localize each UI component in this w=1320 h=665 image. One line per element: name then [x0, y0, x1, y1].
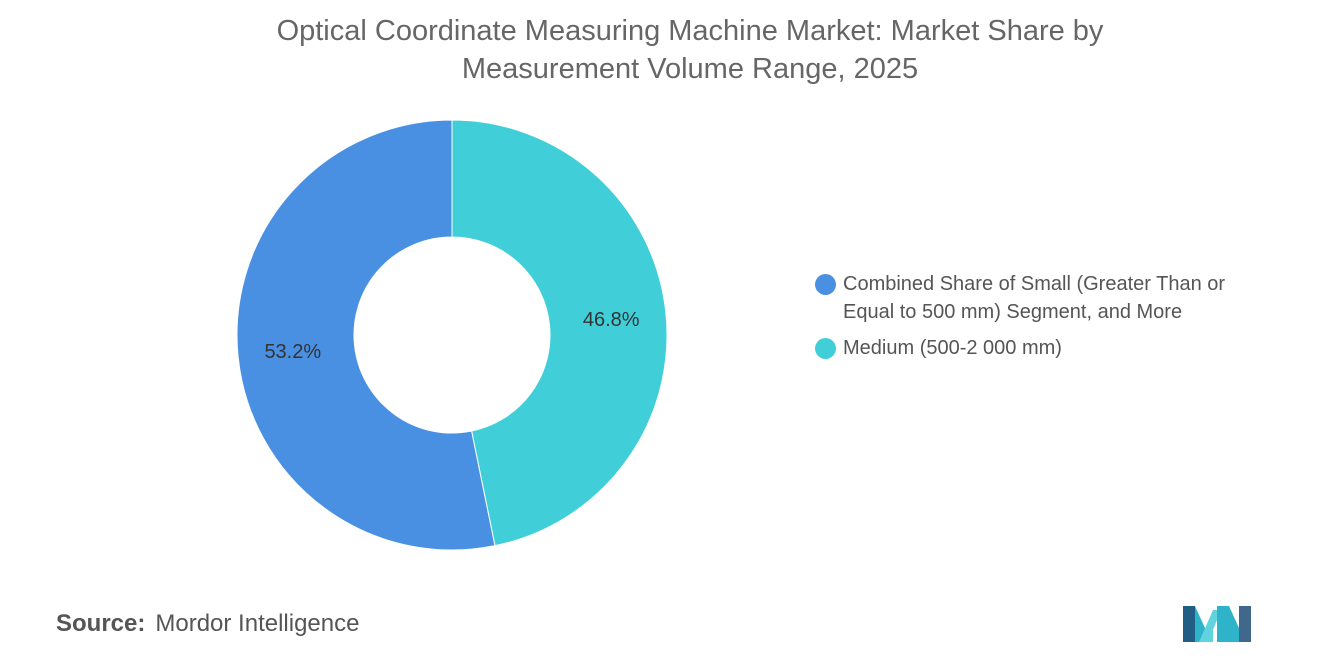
legend-label-small-segment-line-2: Equal to 500 mm) Segment, and More	[843, 301, 1183, 323]
source-label: Source:	[56, 610, 146, 637]
donut-slice-medium	[451, 119, 668, 547]
legend-swatch-small-segment	[815, 274, 836, 295]
chart-legend: Combined Share of Small (Greater Than or…	[815, 270, 1295, 370]
data-label-medium: 46.8%	[583, 309, 640, 331]
legend-label-medium: Medium (500-2 000 mm)	[843, 337, 1062, 359]
mordor-intelligence-logo-icon	[1183, 606, 1251, 642]
source-value: Mordor Intelligence	[155, 610, 360, 637]
chart-title: Optical Coordinate Measuring Machine Mar…	[180, 12, 1200, 88]
donut-slice-small-segment	[236, 119, 496, 551]
legend-item-medium: Medium (500-2 000 mm)	[815, 334, 1295, 362]
donut-chart: 46.8% 53.2%	[236, 119, 668, 551]
chart-title-line-2: Measurement Volume Range, 2025	[461, 53, 919, 85]
legend-item-small-segment: Combined Share of Small (Greater Than or…	[815, 270, 1295, 326]
legend-label-small-segment-line-1: Combined Share of Small (Greater Than or	[843, 273, 1226, 295]
legend-swatch-medium	[815, 338, 836, 359]
chart-title-line-1: Optical Coordinate Measuring Machine Mar…	[276, 15, 1104, 47]
source-footer: Source: Mordor Intelligence	[56, 610, 359, 638]
data-label-small-segment: 53.2%	[264, 341, 321, 363]
